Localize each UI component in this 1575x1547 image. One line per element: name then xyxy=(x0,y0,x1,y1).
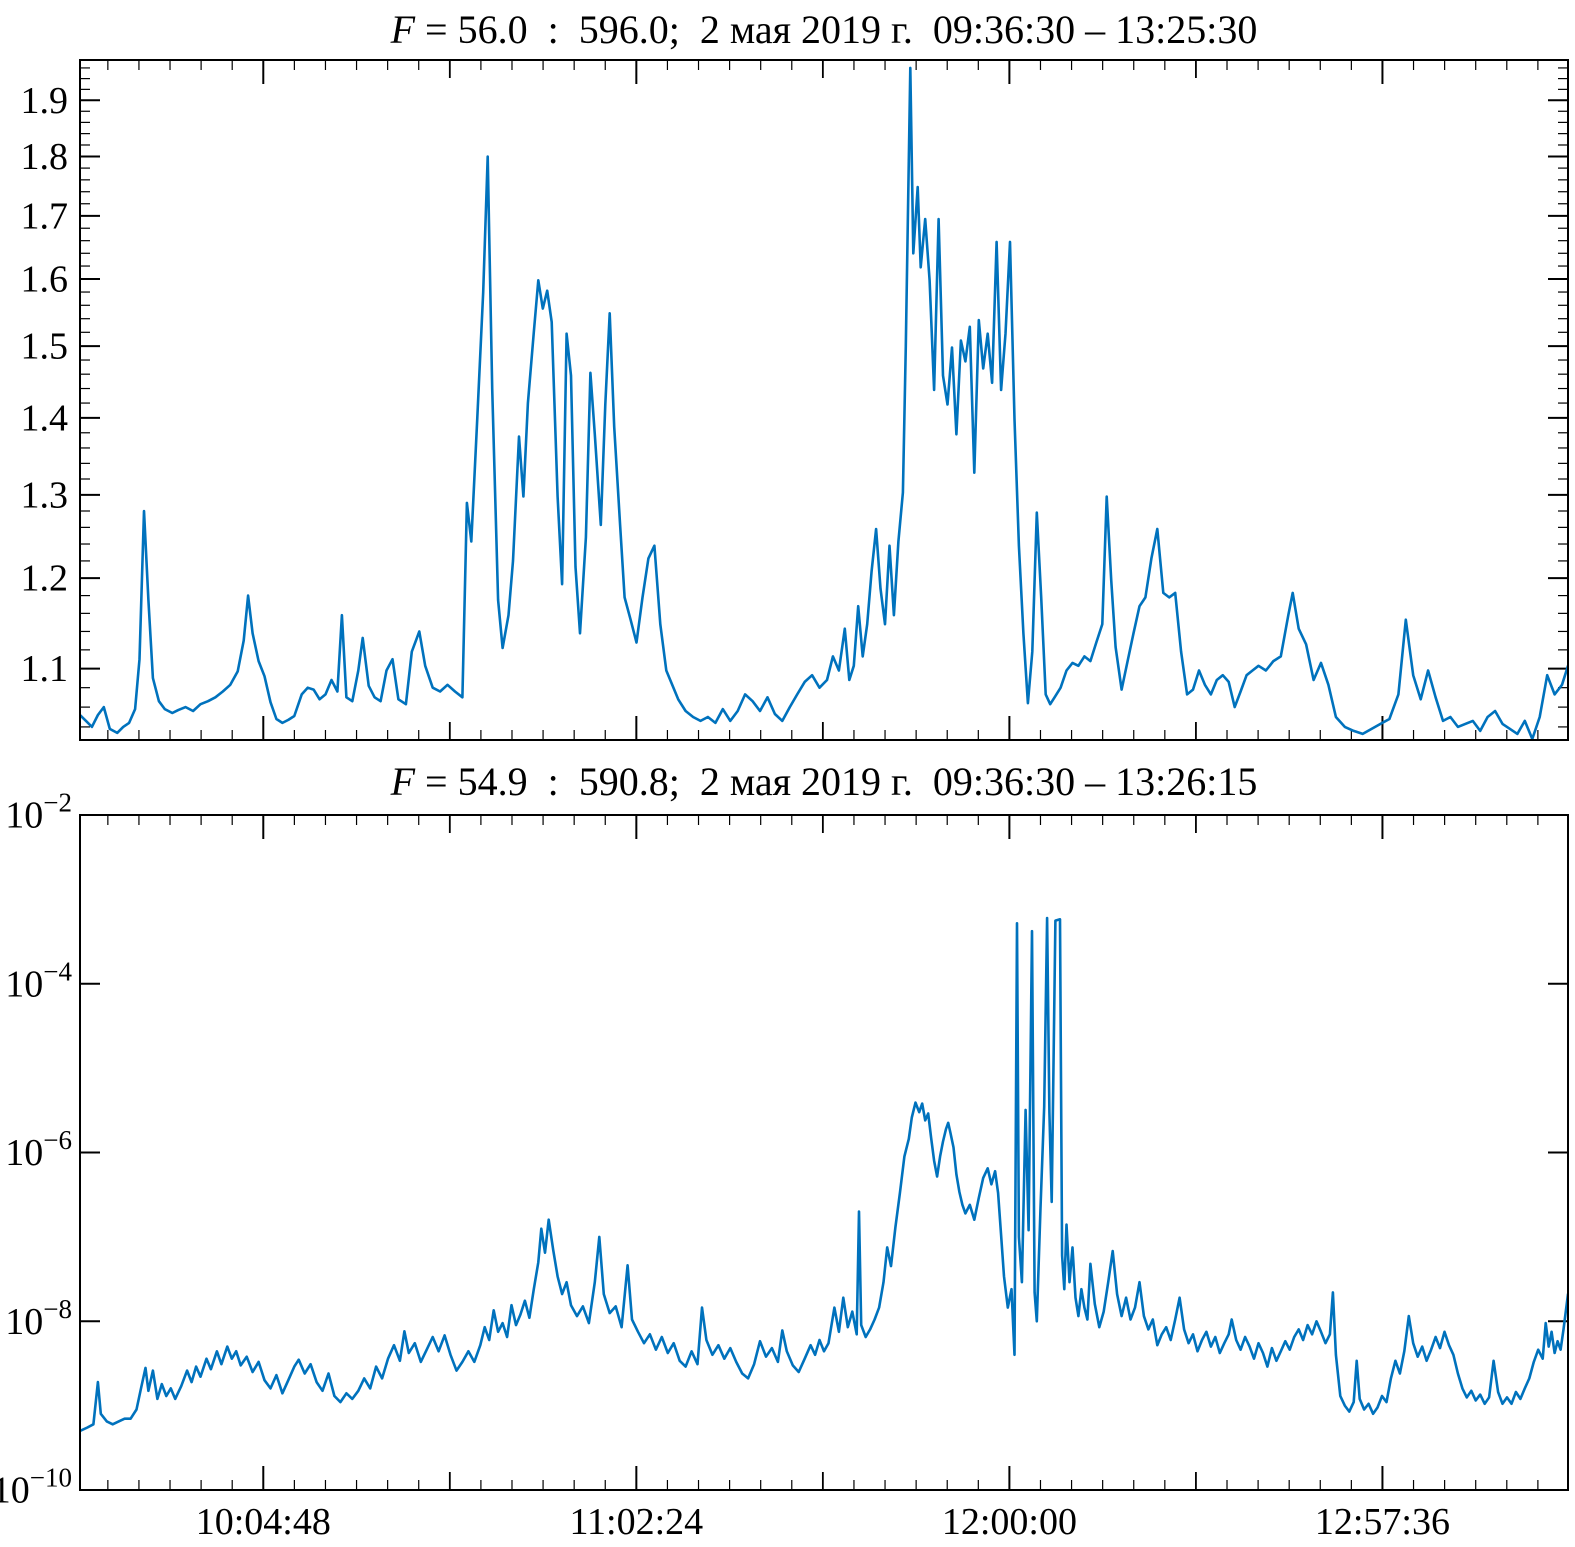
top-y-tick-label: 1.2 xyxy=(21,558,69,600)
top-y-tick-label: 1.4 xyxy=(21,397,69,439)
bottom-y-tick-label: 10−4 xyxy=(5,956,72,1005)
top-y-tick-label: 1.8 xyxy=(21,136,69,178)
bottom-chart-title: F = 54.9 : 590.8; 2 мая 2019 г. 09:36:30… xyxy=(80,758,1568,805)
x-tick-label: 10:04:48 xyxy=(196,1501,331,1543)
x-tick-label: 12:00:00 xyxy=(942,1501,1077,1543)
bottom-plot-box xyxy=(79,814,1569,1491)
bottom-y-tick-label: 10−10 xyxy=(0,1463,72,1512)
top-y-tick-label: 1.6 xyxy=(21,259,69,301)
bottom-series-line xyxy=(80,916,1568,1433)
top-title-f-symbol: F xyxy=(390,7,416,52)
top-y-tick-label: 1.7 xyxy=(21,195,69,237)
bottom-y-tick-label: 10−8 xyxy=(5,1294,72,1343)
top-y-tick-label: 1.9 xyxy=(21,80,69,122)
x-tick-label: 11:02:24 xyxy=(569,1501,703,1543)
top-series-line xyxy=(80,66,1568,740)
top-title-text: = 56.0 : 596.0; 2 мая 2019 г. 09:36:30 –… xyxy=(415,7,1258,52)
bottom-title-text: = 54.9 : 590.8; 2 мая 2019 г. 09:36:30 –… xyxy=(415,759,1258,804)
bottom-y-tick-label: 10−6 xyxy=(5,1125,72,1174)
top-y-tick-label: 1.3 xyxy=(21,474,69,516)
bottom-title-f-symbol: F xyxy=(390,759,416,804)
bottom-y-tick-label: 10−2 xyxy=(5,788,72,837)
x-tick-label: 12:57:36 xyxy=(1315,1501,1450,1543)
top-y-tick-label: 1.5 xyxy=(21,326,69,368)
top-y-tick-label: 1.1 xyxy=(21,648,69,690)
top-chart-title: F = 56.0 : 596.0; 2 мая 2019 г. 09:36:30… xyxy=(80,6,1568,53)
top-plot-box xyxy=(79,59,1569,741)
